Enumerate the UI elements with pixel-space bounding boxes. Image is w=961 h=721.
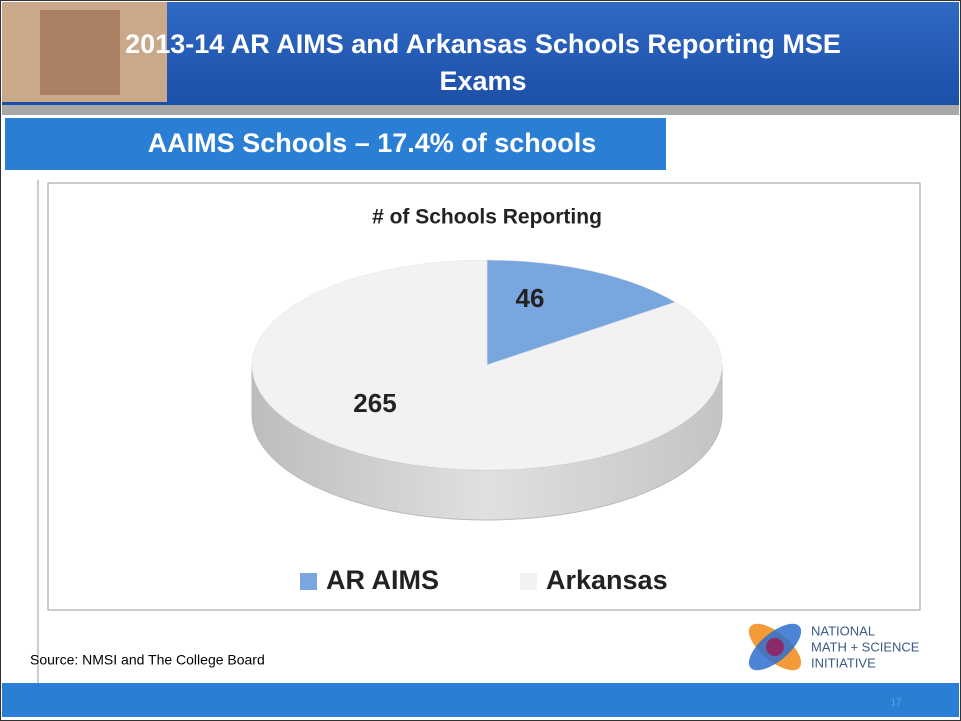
- logo-text: MATH + SCIENCE: [811, 639, 920, 654]
- footer-band: [2, 683, 959, 717]
- source-note: Source: NMSI and The College Board: [30, 652, 265, 668]
- chart: # of Schools Reporting 46 265 AR AIMS Arkan…: [251, 206, 723, 595]
- pie-slice: [486, 259, 676, 366]
- logo-mark: [766, 638, 784, 656]
- slide-title: Exams: [439, 66, 526, 96]
- logo: NATIONAL MATH + SCIENCE INITIATIVE: [748, 623, 920, 670]
- legend-label: Arkansas: [546, 565, 668, 595]
- legend-label: AR AIMS: [326, 565, 439, 595]
- subtitle-box: [5, 118, 666, 170]
- data-label: 265: [353, 388, 396, 418]
- slide-title: 2013-14 AR AIMS and Arkansas Schools Rep…: [125, 29, 841, 59]
- page-number: 17: [890, 698, 902, 709]
- legend-swatch: [300, 573, 317, 590]
- data-label: 46: [516, 283, 545, 313]
- header-rule: [2, 105, 959, 115]
- chart-title: # of Schools Reporting: [372, 206, 602, 229]
- subtitle: AAIMS Schools – 17.4% of schools: [148, 128, 597, 158]
- legend-swatch: [520, 573, 537, 590]
- logo-text: INITIATIVE: [811, 655, 876, 670]
- logo-text: NATIONAL: [811, 623, 875, 638]
- header-photo-detail: [40, 10, 120, 95]
- pie-slice: [251, 259, 723, 471]
